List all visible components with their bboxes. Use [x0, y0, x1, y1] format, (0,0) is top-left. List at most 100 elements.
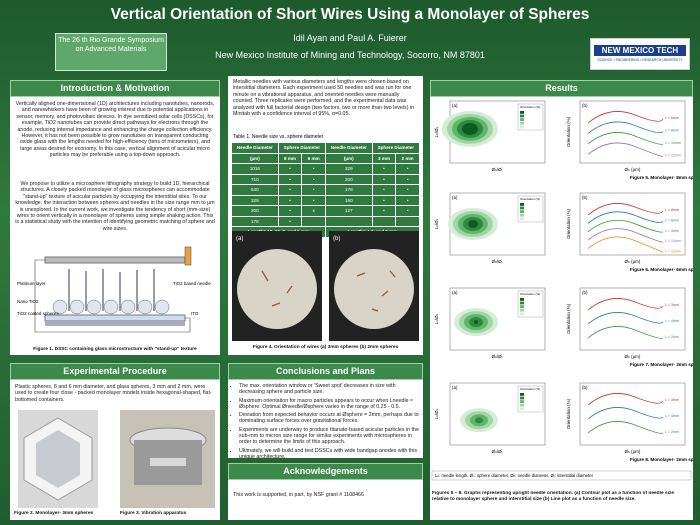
x-axis-label: Øₙ (µm): [625, 167, 641, 172]
bullet: The max. orientation window or 'Sweet sp…: [239, 383, 420, 396]
table-cell: •: [371, 194, 397, 206]
legend-swatch: [520, 217, 524, 221]
table-cell: •: [301, 173, 326, 185]
table-cell: •: [395, 184, 420, 196]
table-head: Sphere Diameter: [277, 142, 326, 154]
legend-swatch: [520, 403, 524, 407]
line-label: L = 8mm: [665, 208, 679, 212]
panel-label: (a): [452, 290, 458, 295]
table-subhead: (µm): [324, 152, 373, 164]
line-label: L = 8mm: [665, 129, 679, 133]
table-cell: •: [395, 163, 420, 175]
load: [184, 246, 192, 266]
table-cell: •: [371, 173, 397, 185]
table-row: 1016 • • 329 • •: [231, 163, 420, 175]
table-cell: •: [371, 184, 397, 196]
curve: [587, 312, 664, 325]
bullet: Maximum orientation for macro particles …: [239, 398, 420, 411]
table-cell: •: [301, 184, 326, 196]
table: Needle Diameter Sphere Diameter Needle Dia…: [231, 142, 421, 238]
legend-swatch: [520, 407, 524, 411]
table-cell: 329: [324, 163, 373, 175]
figure-label: ITO: [191, 311, 199, 316]
knob: [150, 458, 186, 466]
x-axis-label: Øₙ/Øᵢ: [492, 259, 503, 264]
table-cell: •: [277, 184, 303, 196]
bullet-list: The max. orientation window or 'Sweet sp…: [230, 383, 420, 460]
table-row: 329 • • 160 • •: [231, 194, 420, 206]
legend-title: Orientation (%): [520, 105, 540, 109]
legend-swatch: [520, 308, 524, 312]
legend-swatch: [520, 393, 524, 396]
caption: Figure 2. Monolayer- 3mm spheres: [14, 511, 94, 516]
legend-swatch: [520, 213, 524, 217]
table-cell: •: [277, 163, 303, 175]
y-axis-label: Orientation (%): [566, 116, 571, 147]
panel-label: (a): [452, 195, 458, 200]
table-cell: •: [395, 194, 420, 206]
legend-swatch: [520, 118, 524, 121]
legend-swatch: [520, 298, 524, 301]
caption-box: Figures 5 – 8. Graphs representing uprig…: [432, 491, 674, 502]
table-row: Needle Diameter Sphere Diameter Needle Dia…: [231, 142, 421, 154]
paragraph: We propose to utilize a microsphere lith…: [15, 181, 215, 232]
table-cell: 160: [324, 194, 373, 206]
table-cell: •: [277, 173, 303, 185]
legend-swatch: [520, 114, 524, 118]
dish: [334, 249, 414, 329]
curve: [587, 393, 664, 406]
table-subhead: 6 mm: [301, 152, 326, 164]
legend-swatch: [520, 301, 524, 305]
caption: Figure 6. Monolayer- 6mm sphere: [630, 267, 693, 272]
contour: [462, 122, 478, 135]
curve: [587, 219, 664, 233]
line-label: L = 12mm: [665, 250, 681, 254]
curve: [587, 421, 664, 434]
table-cell: •: [277, 215, 303, 227]
x-axis-label: Øₙ/Øᵢ: [492, 449, 503, 454]
legend-swatch: [520, 111, 524, 114]
table-caption: Table 1. Needle size vs. sphere diameter: [233, 134, 324, 140]
intro-heading: Introduction & Motivation: [10, 80, 220, 97]
caption: Figure 3. Vibration apparatus: [120, 511, 187, 516]
figure-2: [18, 410, 98, 508]
table-cell: x: [301, 205, 326, 217]
table-cell: •: [371, 163, 397, 175]
curve: [587, 132, 664, 145]
table-cell: [324, 215, 373, 227]
line-label: L = 4mm: [665, 414, 679, 418]
x-axis-label: Øₙ (µm): [625, 449, 641, 454]
line-frame: [579, 192, 686, 256]
table-head: Needle Diameter: [231, 142, 279, 154]
panel-label: (a): [452, 103, 458, 108]
wire: [34, 259, 191, 333]
figure-label: (a): [236, 236, 243, 242]
y-axis-label: Orientation (%): [566, 398, 571, 429]
caption: Figure 8. Monolayer- 2mm sphere: [630, 457, 693, 462]
line-frame: [579, 287, 686, 351]
table-cell: •: [395, 205, 420, 217]
curve: [587, 211, 664, 224]
legend-swatch: [520, 203, 524, 206]
table-cell: 329: [231, 194, 279, 206]
curve: [587, 203, 664, 216]
results-figures: Orientation (%) (a) Lₙ/Øₛ Øₙ/Øᵢ (b) Orientati…: [431, 100, 700, 502]
panel-label: (b): [582, 290, 588, 295]
caption: Figure 5. Monolayer- 8mm sphere: [630, 175, 693, 180]
y-axis-label: Orientation (%): [566, 208, 571, 239]
slab: [44, 314, 186, 322]
bullet: Deviation from expected behavior occurs …: [239, 412, 420, 425]
panel-label: (b): [582, 103, 588, 108]
paragraph: Metallic needles with various diameters …: [233, 79, 415, 118]
needles: [68, 269, 155, 311]
figure-label: TiO2 based needle: [173, 281, 211, 286]
line-label: L = 2mm: [665, 430, 679, 434]
line-label: L = 12mm: [665, 154, 681, 158]
symposium: The 26 th Rio Grande Symposium on Advanc…: [55, 33, 167, 71]
institution: New Mexico Institute of Mining and Techn…: [215, 50, 485, 60]
ack-panel: This work is supported, in part, by NSF …: [228, 480, 423, 520]
table-cell: 710: [231, 173, 279, 185]
conclusions-panel: The max. orientation window or 'Sweet sp…: [228, 380, 423, 460]
dish: [237, 249, 317, 329]
table-head: Sphere Diameter: [371, 142, 421, 154]
